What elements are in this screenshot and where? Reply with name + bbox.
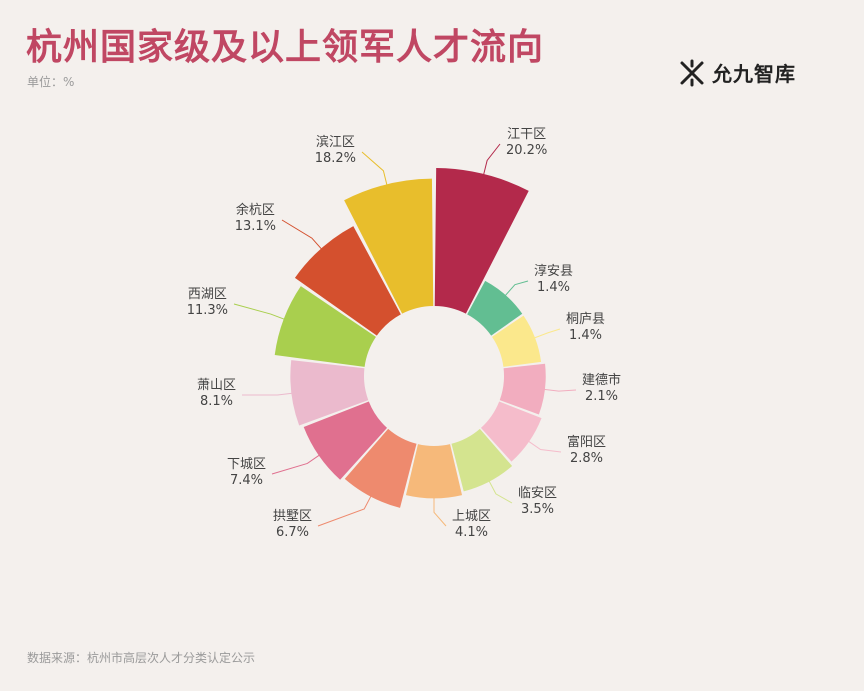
- slice-category-label: 滨江区: [316, 134, 355, 150]
- slice-value-label: 4.1%: [455, 525, 488, 540]
- slice-category-label: 桐庐县: [566, 312, 605, 327]
- slice-value-label: 18.2%: [315, 151, 356, 166]
- leader-line-10: [241, 392, 296, 396]
- rose-slice-1: [434, 168, 529, 314]
- rose-slice-4: [499, 363, 546, 415]
- slice-value-label: 1.4%: [537, 280, 570, 295]
- rose-slice-6: [451, 428, 513, 492]
- slice-value-label: 8.1%: [200, 394, 233, 409]
- rose-slice-11: [274, 286, 376, 367]
- chart-title: 杭州国家级及以上领军人才流向: [26, 27, 545, 68]
- leader-line-1: [482, 143, 501, 179]
- slice-value-label: 7.4%: [230, 473, 263, 488]
- slice-category-label: 西湖区: [188, 287, 227, 302]
- leader-line-3: [531, 328, 561, 340]
- slice-value-label: 2.1%: [585, 389, 618, 404]
- rose-slice-13: [344, 178, 434, 314]
- unit-label: 单位：%: [27, 75, 75, 89]
- slice-value-label: 13.1%: [235, 219, 276, 234]
- leader-line-8: [317, 492, 374, 527]
- rose-slice-2: [467, 280, 523, 336]
- brand-name: 允九智库: [712, 62, 796, 86]
- leader-line-4: [540, 388, 577, 392]
- leader-line-13: [361, 151, 389, 189]
- slice-category-label: 江干区: [507, 127, 546, 142]
- slice-category-label: 下城区: [227, 457, 266, 472]
- slice-value-label: 6.7%: [276, 525, 309, 540]
- rose-slice-3: [492, 315, 542, 367]
- leader-line-5: [525, 438, 562, 453]
- leader-line-6: [487, 477, 513, 504]
- rose-slice-10: [290, 360, 369, 426]
- slice-category-label: 余杭区: [236, 202, 275, 218]
- slice-value-label: 11.3%: [187, 303, 228, 318]
- leader-line-11: [233, 303, 288, 321]
- leader-line-9: [271, 452, 323, 475]
- slice-category-label: 建德市: [582, 372, 621, 388]
- leader-line-7: [433, 494, 447, 527]
- slice-category-label: 上城区: [452, 509, 491, 524]
- slice-value-label: 2.8%: [570, 451, 603, 466]
- rose-slice-12: [294, 226, 401, 336]
- source-note: 数据来源：杭州市高层次人才分类认定公示: [27, 651, 256, 665]
- rose-slice-7: [405, 444, 463, 499]
- rose-slice-5: [480, 401, 542, 462]
- slice-category-label: 淳安县: [534, 263, 573, 279]
- brand-logo: 允九智库: [678, 58, 796, 87]
- slice-category-label: 临安区: [518, 486, 557, 501]
- slice-category-label: 萧山区: [197, 378, 236, 393]
- slice-value-label: 3.5%: [521, 502, 554, 517]
- slice-category-label: 富阳区: [567, 434, 606, 450]
- slice-value-label: 20.2%: [506, 143, 547, 158]
- logo-icon: [680, 59, 704, 86]
- rose-slice-8: [344, 428, 417, 508]
- leader-line-2: [502, 280, 529, 299]
- slice-value-label: 1.4%: [569, 328, 602, 343]
- leader-line-12: [281, 219, 325, 252]
- rose-slice-9: [303, 401, 388, 480]
- slice-category-label: 拱墅区: [273, 509, 312, 524]
